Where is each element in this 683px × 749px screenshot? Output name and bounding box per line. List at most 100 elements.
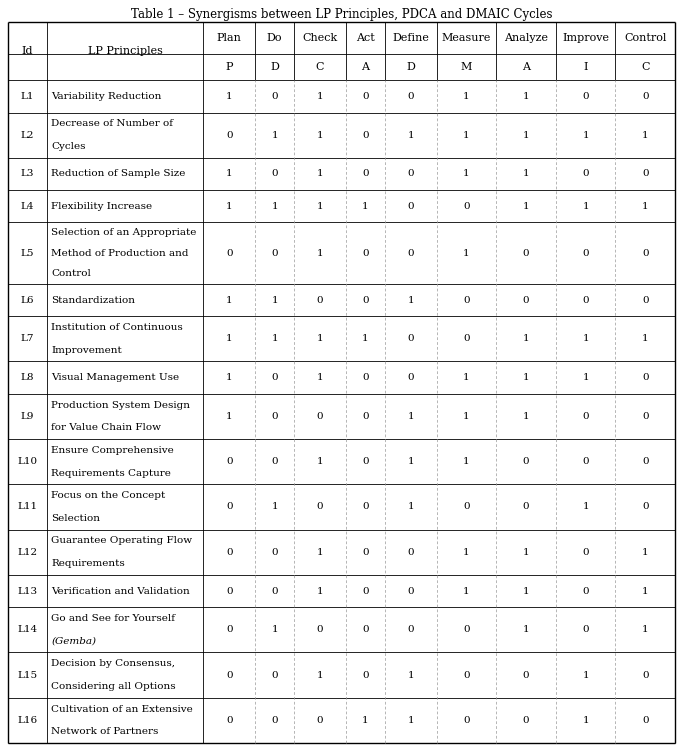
Text: 1: 1: [522, 130, 529, 139]
Text: 0: 0: [642, 92, 649, 101]
Text: 1: 1: [226, 334, 232, 343]
Text: Variability Reduction: Variability Reduction: [51, 92, 162, 101]
Text: 1: 1: [317, 586, 323, 595]
Text: 1: 1: [583, 503, 589, 512]
Text: 0: 0: [463, 716, 470, 725]
Text: 1: 1: [226, 169, 232, 178]
Text: Improvement: Improvement: [51, 346, 122, 355]
Text: L12: L12: [18, 548, 38, 557]
Text: 0: 0: [271, 373, 278, 382]
Text: 0: 0: [271, 412, 278, 421]
Text: 0: 0: [463, 503, 470, 512]
Text: P: P: [225, 62, 233, 72]
Text: L9: L9: [21, 412, 34, 421]
Text: 0: 0: [583, 249, 589, 258]
Text: Act: Act: [356, 33, 375, 43]
Text: Visual Management Use: Visual Management Use: [51, 373, 180, 382]
Text: 1: 1: [271, 130, 278, 139]
Text: Reduction of Sample Size: Reduction of Sample Size: [51, 169, 186, 178]
Text: L13: L13: [18, 586, 38, 595]
Text: 0: 0: [226, 548, 232, 557]
Text: Selection: Selection: [51, 514, 100, 523]
Text: L4: L4: [21, 201, 34, 210]
Text: 1: 1: [226, 373, 232, 382]
Text: 0: 0: [362, 670, 369, 679]
Text: 1: 1: [271, 296, 278, 305]
Text: 0: 0: [271, 249, 278, 258]
Text: 1: 1: [522, 201, 529, 210]
Text: 1: 1: [408, 296, 414, 305]
Text: 1: 1: [408, 503, 414, 512]
Text: 1: 1: [271, 503, 278, 512]
Text: 0: 0: [522, 716, 529, 725]
Text: Check: Check: [303, 33, 337, 43]
Text: for Value Chain Flow: for Value Chain Flow: [51, 423, 161, 432]
Text: 1: 1: [583, 670, 589, 679]
Text: 1: 1: [317, 457, 323, 466]
Text: 0: 0: [583, 625, 589, 634]
Text: Measure: Measure: [442, 33, 491, 43]
Text: L10: L10: [18, 457, 38, 466]
Text: Selection of an Appropriate: Selection of an Appropriate: [51, 228, 197, 237]
Text: 0: 0: [408, 201, 414, 210]
Text: 0: 0: [522, 249, 529, 258]
Text: Network of Partners: Network of Partners: [51, 727, 158, 736]
Text: 0: 0: [463, 296, 470, 305]
Text: 0: 0: [408, 249, 414, 258]
Text: 0: 0: [226, 625, 232, 634]
Text: (Gemba): (Gemba): [51, 637, 96, 646]
Text: I: I: [583, 62, 588, 72]
Text: 0: 0: [408, 586, 414, 595]
Text: Cultivation of an Extensive: Cultivation of an Extensive: [51, 705, 193, 714]
Text: 0: 0: [583, 169, 589, 178]
Text: 0: 0: [362, 625, 369, 634]
Text: 0: 0: [362, 457, 369, 466]
Text: 0: 0: [317, 503, 323, 512]
Text: Go and See for Yourself: Go and See for Yourself: [51, 614, 176, 623]
Text: C: C: [316, 62, 324, 72]
Text: 1: 1: [642, 548, 649, 557]
Text: 0: 0: [226, 457, 232, 466]
Text: Table 1 – Synergisms between LP Principles, PDCA and DMAIC Cycles: Table 1 – Synergisms between LP Principl…: [130, 8, 553, 21]
Text: 1: 1: [362, 716, 369, 725]
Text: 0: 0: [408, 373, 414, 382]
Text: 0: 0: [522, 296, 529, 305]
Text: 1: 1: [642, 625, 649, 634]
Text: 1: 1: [271, 625, 278, 634]
Text: Method of Production and: Method of Production and: [51, 249, 189, 258]
Text: L15: L15: [18, 670, 38, 679]
Text: Decision by Consensus,: Decision by Consensus,: [51, 659, 176, 668]
Text: Requirements Capture: Requirements Capture: [51, 469, 171, 478]
Text: 0: 0: [642, 716, 649, 725]
Text: 0: 0: [226, 249, 232, 258]
Text: 0: 0: [362, 296, 369, 305]
Text: 0: 0: [583, 548, 589, 557]
Text: 0: 0: [642, 296, 649, 305]
Text: 0: 0: [362, 503, 369, 512]
Text: 1: 1: [271, 201, 278, 210]
Text: 1: 1: [408, 130, 414, 139]
Text: Verification and Validation: Verification and Validation: [51, 586, 190, 595]
Text: Focus on the Concept: Focus on the Concept: [51, 491, 165, 500]
Text: 0: 0: [463, 334, 470, 343]
Text: 0: 0: [642, 412, 649, 421]
Text: Define: Define: [393, 33, 430, 43]
Text: 0: 0: [642, 503, 649, 512]
Text: Analyze: Analyze: [504, 33, 548, 43]
Text: 1: 1: [317, 548, 323, 557]
Text: 0: 0: [317, 296, 323, 305]
Text: 1: 1: [583, 334, 589, 343]
Text: 0: 0: [271, 670, 278, 679]
Text: L2: L2: [21, 130, 34, 139]
Text: 1: 1: [463, 548, 470, 557]
Text: 0: 0: [226, 670, 232, 679]
Text: 1: 1: [463, 92, 470, 101]
Text: 0: 0: [362, 169, 369, 178]
Text: Cycles: Cycles: [51, 142, 86, 151]
Text: 0: 0: [362, 586, 369, 595]
Text: 0: 0: [362, 130, 369, 139]
Text: 1: 1: [317, 373, 323, 382]
Text: 1: 1: [642, 586, 649, 595]
Text: 1: 1: [226, 201, 232, 210]
Text: 1: 1: [463, 130, 470, 139]
